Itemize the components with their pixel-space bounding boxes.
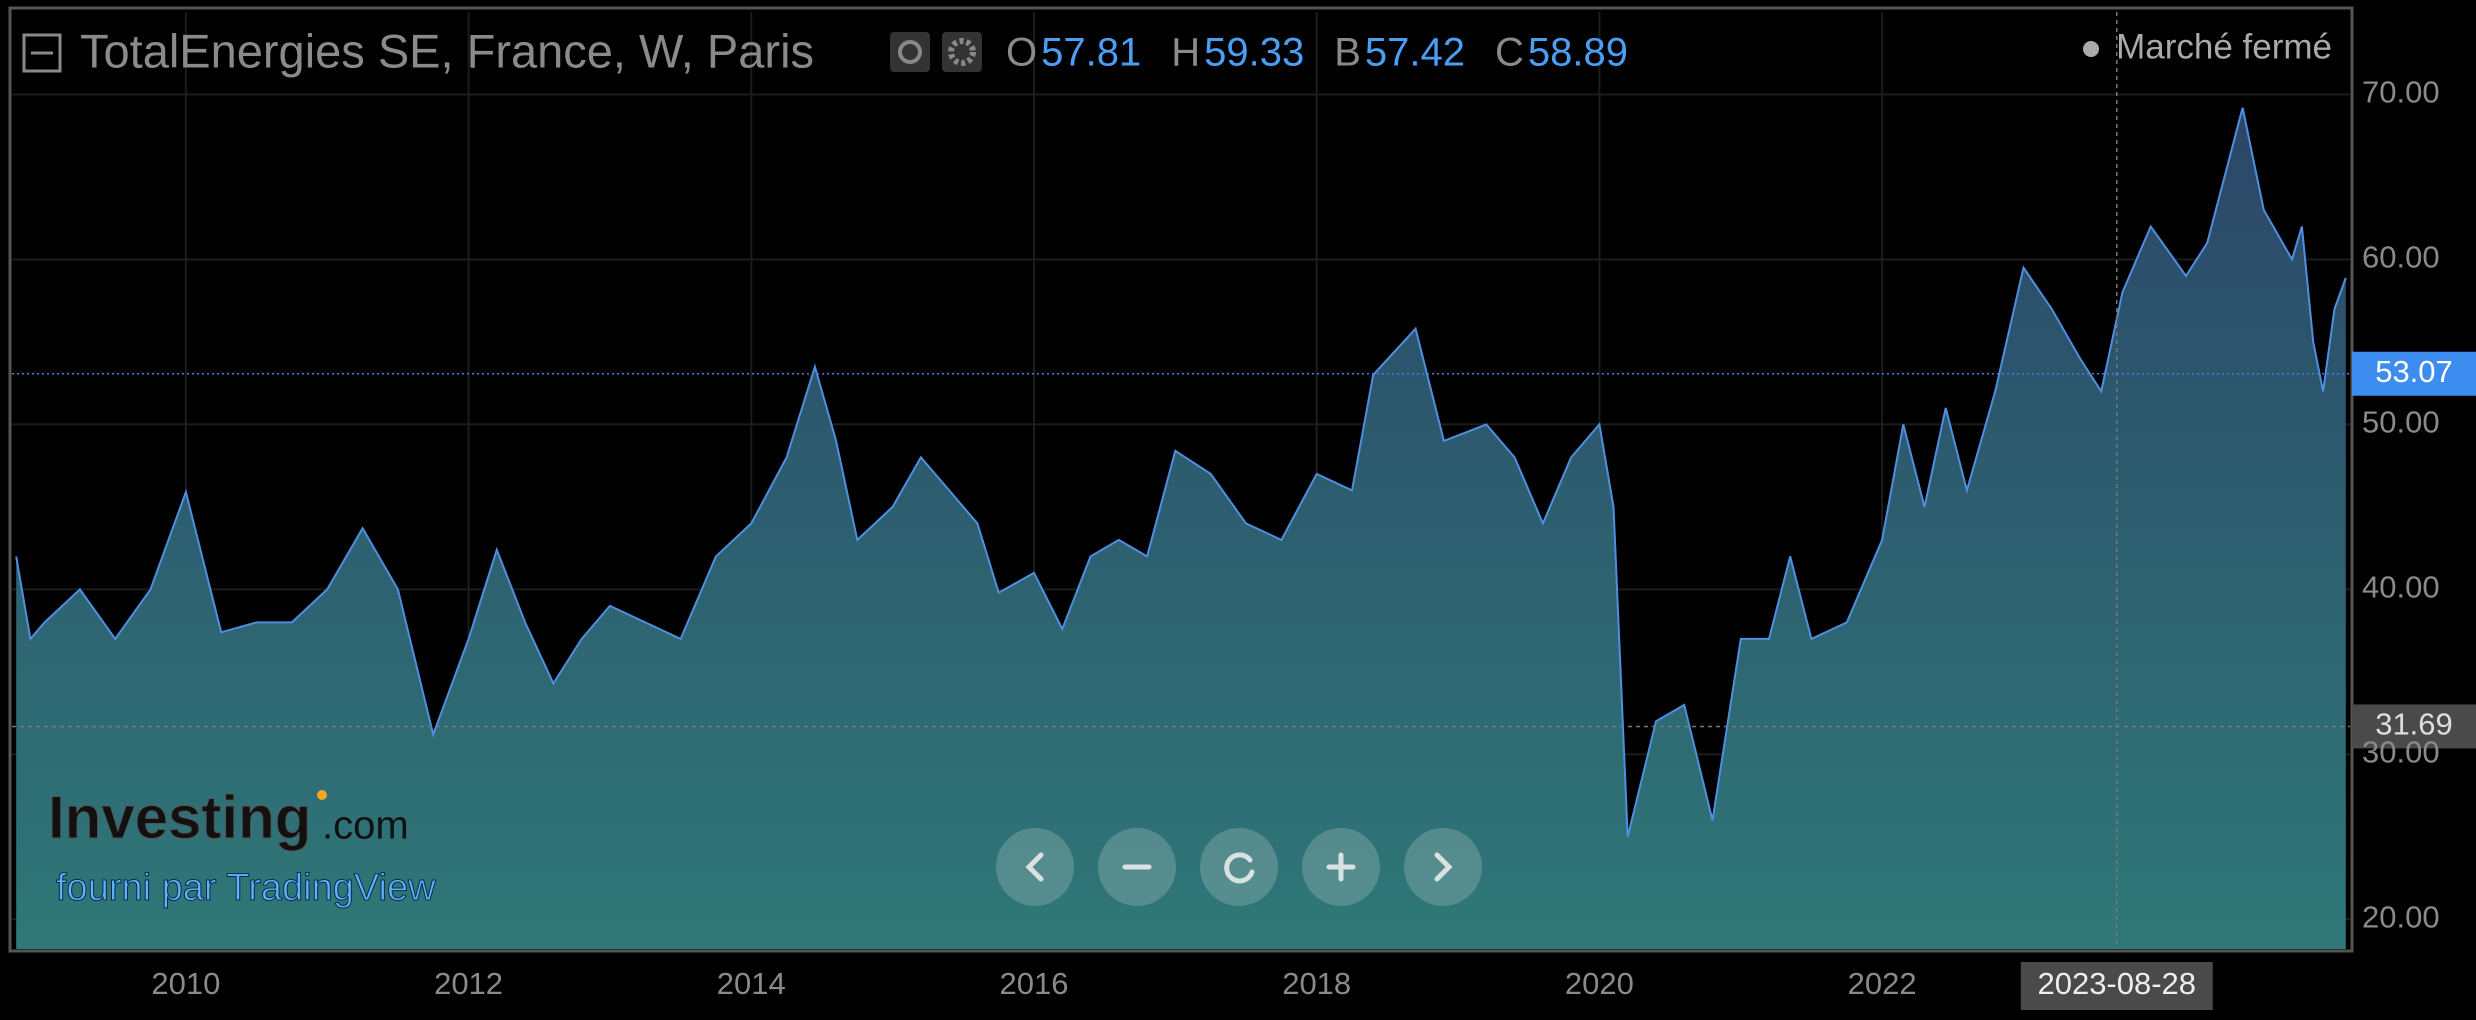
x-tick-label: 2010	[151, 966, 220, 1001]
ohlc-value: 57.81	[1041, 31, 1141, 75]
area-fill	[16, 107, 2346, 949]
plot-frame	[8, 6, 2354, 953]
y-tick-label: 40.00	[2362, 570, 2440, 605]
crosshair-y-label: 31.69	[2375, 707, 2453, 742]
nav-right[interactable]	[1404, 828, 1482, 906]
last-price-label: 53.07	[2375, 354, 2453, 389]
glyph-right	[1434, 852, 1453, 882]
brand-provider: fourni par TradingView	[56, 867, 436, 909]
settings-icon-gear	[948, 38, 976, 66]
ohlc-value: 57.42	[1365, 31, 1465, 75]
crosshair-x-box	[2020, 962, 2213, 1010]
y-tick-label: 70.00	[2362, 75, 2440, 110]
market-status: Marché fermé	[2116, 27, 2332, 66]
y-tick-label: 50.00	[2362, 405, 2440, 440]
glyph-left	[1025, 852, 1044, 882]
ohlc-label: C	[1495, 31, 1524, 75]
last-price-box	[2352, 351, 2476, 396]
x-tick-label: 2016	[1000, 966, 1069, 1001]
ohlc-label: O	[1006, 31, 1037, 75]
ohlc-value: 58.89	[1528, 31, 1628, 75]
x-tick-label: 2018	[1282, 966, 1351, 1001]
crosshair-y-box	[2352, 704, 2476, 749]
price-line	[15, 107, 2347, 838]
x-tick-label: 2012	[434, 966, 503, 1001]
reset[interactable]	[1200, 828, 1278, 906]
brand-name: Investing	[48, 784, 311, 851]
settings-icon[interactable]	[942, 32, 982, 72]
glyph-reset	[1224, 852, 1255, 884]
nav-left[interactable]	[996, 828, 1074, 906]
x-tick-label: 2020	[1565, 966, 1634, 1001]
collapse-icon[interactable]	[22, 33, 62, 73]
ohlc-label: B	[1334, 31, 1361, 75]
nav-buttons	[996, 828, 1482, 906]
crosshair-x-label: 2023-08-28	[2037, 966, 2196, 1001]
status-dot	[2083, 41, 2099, 57]
chart-title: TotalEnergies SE, France, W, Paris	[80, 24, 814, 77]
ohlc-label: H	[1171, 31, 1200, 75]
y-tick-label: 30.00	[2362, 735, 2440, 770]
y-tick-label: 60.00	[2362, 240, 2440, 275]
x-tick-label: 2022	[1848, 966, 1917, 1001]
brand-dot	[317, 790, 327, 800]
ohlc-value: 59.33	[1204, 31, 1304, 75]
x-tick-label: 2014	[717, 966, 786, 1001]
nav-glyphs	[1025, 852, 1453, 884]
brand-suffix: .com	[322, 804, 409, 848]
y-tick-label: 20.00	[2362, 899, 2440, 934]
visibility-icon[interactable]	[890, 32, 930, 72]
visibility-icon-eye	[898, 40, 922, 64]
glyph-plus	[1326, 852, 1356, 882]
